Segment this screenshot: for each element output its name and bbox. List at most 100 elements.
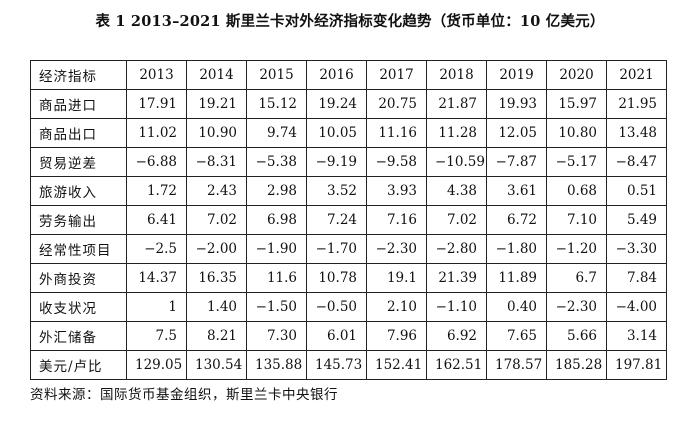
table-cell: −5.38: [246, 147, 307, 177]
header-year: 2019: [486, 60, 547, 90]
table-cell: 17.91: [126, 89, 187, 119]
table-cell: 19.93: [486, 89, 547, 119]
table-cell: 11.16: [366, 118, 427, 148]
table-cell: −1.80: [486, 234, 547, 264]
table-cell: 3.93: [366, 176, 427, 206]
table-cell: 10.80: [546, 118, 607, 148]
table-cell: −2.5: [126, 234, 187, 264]
table-cell: −3.30: [606, 234, 667, 264]
header-row: 经济指标 2013 2014 2015 2016 2017 2018 2019 …: [30, 60, 667, 90]
table-cell: 7.16: [366, 205, 427, 235]
table-cell: −1.50: [246, 292, 307, 322]
table-cell: 13.48: [606, 118, 667, 148]
header-year: 2021: [606, 60, 667, 90]
table-cell: 7.84: [606, 263, 667, 293]
row-label: 劳务输出: [30, 205, 127, 235]
table-row: 收支状况 1 1.40 −1.50 −0.50 2.10 −1.10 0.40 −2.30 −4.…: [30, 292, 667, 322]
table-cell: 11.28: [426, 118, 487, 148]
header-year: 2016: [306, 60, 367, 90]
table-cell: 0.68: [546, 176, 607, 206]
row-label: 旅游收入: [30, 176, 127, 206]
table-cell: 14.37: [126, 263, 187, 293]
header-year: 2020: [546, 60, 607, 90]
table-cell: 145.73: [306, 350, 367, 380]
economic-indicators-table: 经济指标 2013 2014 2015 2016 2017 2018 2019 …: [30, 60, 667, 380]
table-cell: 19.24: [306, 89, 367, 119]
table-cell: −8.31: [186, 147, 247, 177]
header-year: 2015: [246, 60, 307, 90]
table-cell: −6.88: [126, 147, 187, 177]
row-label: 收支状况: [30, 292, 127, 322]
row-label: 外商投资: [30, 263, 127, 293]
table-cell: 0.40: [486, 292, 547, 322]
table-cell: 7.30: [246, 321, 307, 351]
table-cell: 3.61: [486, 176, 547, 206]
table-cell: 5.66: [546, 321, 607, 351]
table-cell: −9.19: [306, 147, 367, 177]
header-indicator: 经济指标: [30, 60, 127, 90]
table-cell: 6.92: [426, 321, 487, 351]
table-cell: 5.49: [606, 205, 667, 235]
table-cell: 7.02: [426, 205, 487, 235]
table-cell: −2.80: [426, 234, 487, 264]
table-row: 劳务输出 6.41 7.02 6.98 7.24 7.16 7.02 6.72 7.10 5.49: [30, 205, 667, 235]
table-cell: −9.58: [366, 147, 427, 177]
table-cell: 7.02: [186, 205, 247, 235]
table-cell: −7.87: [486, 147, 547, 177]
table-cell: 12.05: [486, 118, 547, 148]
table-title: 表 1 2013–2021 斯里兰卡对外经济指标变化趋势（货币单位：10 亿美元…: [95, 13, 605, 30]
table-cell: 15.12: [246, 89, 307, 119]
row-label: 贸易逆差: [30, 147, 127, 177]
table-cell: 162.51: [426, 350, 487, 380]
table-cell: 7.10: [546, 205, 607, 235]
table-cell: −1.10: [426, 292, 487, 322]
table-row: 经常性项目 −2.5 −2.00 −1.90 −1.70 −2.30 −2.80 −1.80−…: [30, 234, 667, 264]
header-year: 2014: [186, 60, 247, 90]
table-cell: 21.87: [426, 89, 487, 119]
table-row: 贸易逆差 −6.88 −8.31 −5.38 −9.19 −9.58 −10.59 −7.87…: [30, 147, 667, 177]
table-row: 旅游收入 1.72 2.43 2.98 3.52 3.93 4.38 3.61 0.68 0.51: [30, 176, 667, 206]
table-cell: 3.14: [606, 321, 667, 351]
table-cell: 6.41: [126, 205, 187, 235]
table-cell: −2.30: [366, 234, 427, 264]
table-cell: −8.47: [606, 147, 667, 177]
table-cell: 6.98: [246, 205, 307, 235]
table-cell: 10.05: [306, 118, 367, 148]
table-cell: 11.89: [486, 263, 547, 293]
table-cell: 129.05: [126, 350, 187, 380]
table-cell: 185.28: [546, 350, 607, 380]
table-cell: −10.59: [426, 147, 487, 177]
table-cell: 21.39: [426, 263, 487, 293]
table-cell: 6.72: [486, 205, 547, 235]
table-row: 外商投资 14.37 16.35 11.6 10.78 19.1 21.39 11.89 6.7…: [30, 263, 667, 293]
table-row: 商品进口 17.91 19.21 15.12 19.24 20.75 21.87 19.93 1…: [30, 89, 667, 119]
header-year: 2013: [126, 60, 187, 90]
table-cell: 11.6: [246, 263, 307, 293]
table-cell: 7.65: [486, 321, 547, 351]
table-cell: 16.35: [186, 263, 247, 293]
table-cell: 152.41: [366, 350, 427, 380]
table-cell: 7.5: [126, 321, 187, 351]
table-cell: 130.54: [186, 350, 247, 380]
table-cell: −4.00: [606, 292, 667, 322]
table-cell: 197.81: [606, 350, 667, 380]
header-year: 2018: [426, 60, 487, 90]
table-cell: 10.90: [186, 118, 247, 148]
row-label: 经常性项目: [30, 234, 127, 264]
table-cell: 11.02: [126, 118, 187, 148]
table-cell: 21.95: [606, 89, 667, 119]
table-cell: 6.01: [306, 321, 367, 351]
row-label: 商品出口: [30, 118, 127, 148]
table-cell: 19.1: [366, 263, 427, 293]
table-row: 外汇储备 7.5 8.21 7.30 6.01 7.96 6.92 7.65 5.66 3.14: [30, 321, 667, 351]
table-cell: −2.30: [546, 292, 607, 322]
table-cell: 135.88: [246, 350, 307, 380]
table-cell: 2.10: [366, 292, 427, 322]
table-cell: 19.21: [186, 89, 247, 119]
table-cell: −1.70: [306, 234, 367, 264]
table-cell: 2.43: [186, 176, 247, 206]
row-label: 美元/卢比: [30, 350, 127, 380]
table-body: 商品进口 17.91 19.21 15.12 19.24 20.75 21.87 19.93 1…: [30, 89, 667, 380]
table-cell: 178.57: [486, 350, 547, 380]
table-cell: −1.20: [546, 234, 607, 264]
